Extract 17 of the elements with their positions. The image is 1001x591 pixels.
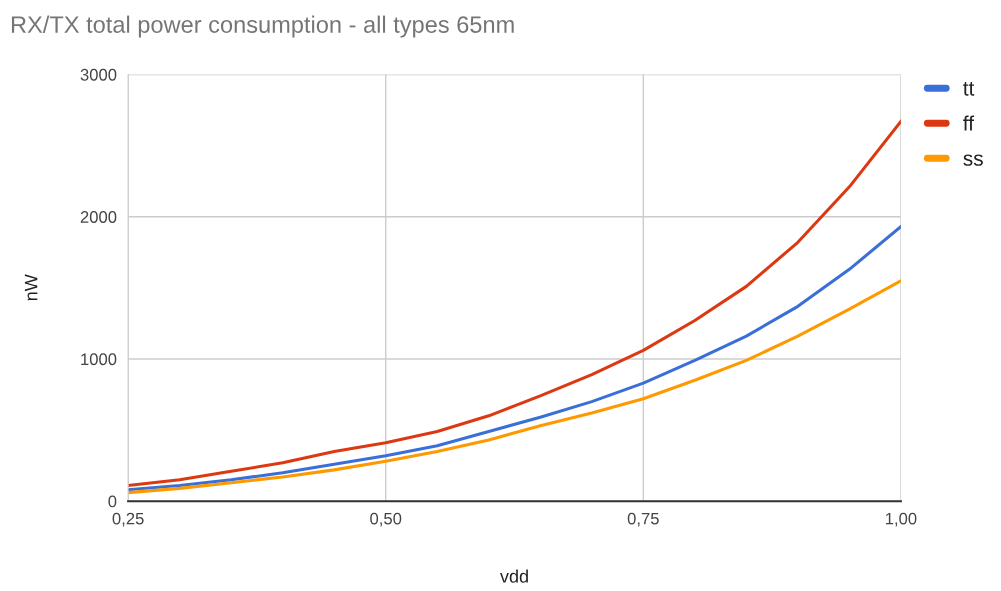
y-tick-label: 1000	[81, 353, 117, 366]
x-tick-label: 0,25	[112, 512, 144, 527]
legend-label: ff	[963, 115, 975, 131]
x-tick-label: 0,75	[627, 512, 659, 527]
legend-label: tt	[963, 82, 975, 96]
y-tick-label: 2000	[80, 211, 117, 223]
chart-title: RX/TX total power consumption - all types 65nm	[11, 15, 514, 38]
line-series	[128, 279, 901, 495]
x-axis-title: vdd	[500, 569, 528, 583]
legend-label: ss	[963, 154, 983, 166]
y-axis-title: nW	[24, 274, 38, 301]
x-tick-label: 0,50	[370, 512, 402, 527]
line-series	[128, 225, 901, 492]
y-tick-label: 3000	[80, 68, 117, 81]
line-series	[128, 119, 901, 488]
y-tick-label: 0	[108, 495, 117, 508]
x-tick-label: 1,00	[885, 512, 917, 527]
